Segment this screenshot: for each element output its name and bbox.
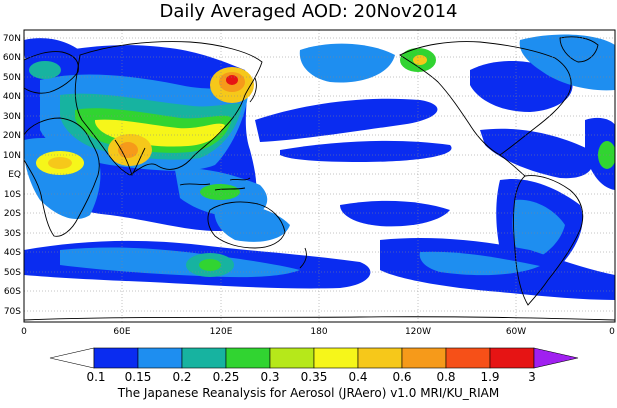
- legend-label: 0.35: [301, 370, 328, 384]
- aod-region-north-pacific: [255, 98, 438, 142]
- lat-label: 30S: [4, 229, 21, 239]
- lon-label: 120W: [405, 327, 431, 337]
- coastline-central-america: [499, 154, 526, 177]
- lat-label: 60N: [3, 53, 21, 63]
- legend-label: 1.9: [480, 370, 499, 384]
- lon-label: 0: [609, 327, 615, 337]
- legend-label: 0.3: [260, 370, 279, 384]
- legend-swatch: [401, 347, 447, 369]
- legend-swatch: [225, 347, 271, 369]
- lat-label: 10N: [3, 151, 21, 161]
- aod-hotspot-africa-core: [48, 157, 72, 169]
- lat-label: 30N: [3, 112, 21, 122]
- lon-label: 180: [310, 327, 327, 337]
- aod-region-central-america: [480, 128, 594, 179]
- lat-label: 20S: [4, 209, 21, 219]
- aod-region-maritime-green: [200, 184, 240, 200]
- aod-region-north-atlantic: [519, 34, 615, 91]
- legend-swatch: [445, 347, 491, 369]
- legend-label: 3: [528, 370, 536, 384]
- coastline-africa: [24, 117, 100, 237]
- coastline-new-zealand: [299, 247, 307, 269]
- lat-axis: 70N 60N 50N 40N 30N 20N 10N EQ 10S 20S 3…: [3, 34, 21, 317]
- coastline-north-america: [399, 41, 572, 156]
- map-frame: [23, 29, 616, 323]
- coastline-south-america: [513, 175, 584, 306]
- coastline-maritime: [179, 177, 251, 191]
- coastline-europe: [24, 51, 79, 94]
- legend-low-arrow: [49, 347, 95, 369]
- footer-credit: The Japanese Reanalysis for Aerosol (JRA…: [117, 386, 500, 400]
- aod-region-eq-pacific: [280, 140, 452, 162]
- lon-label: 60W: [506, 327, 526, 337]
- lat-label: 40N: [3, 92, 21, 102]
- lat-label: 60S: [4, 287, 21, 297]
- legend-swatch: [93, 347, 139, 369]
- coastlines: [24, 36, 615, 321]
- legend-swatch: [357, 347, 403, 369]
- coastline-asia: [74, 41, 263, 176]
- lat-label: 40S: [4, 248, 21, 258]
- aod-region-alaska-core: [413, 55, 427, 65]
- coastline-australia: [207, 201, 286, 249]
- legend-swatch: [137, 347, 183, 369]
- aod-region-australia: [214, 203, 290, 242]
- lat-label: 10S: [4, 190, 21, 200]
- aod-hotspot-china-peak: [226, 75, 238, 85]
- lon-label: 120E: [210, 327, 233, 337]
- lat-label: EQ: [8, 170, 21, 180]
- lon-label: 60E: [113, 327, 130, 337]
- lat-label: 50S: [4, 268, 21, 278]
- lat-label: 70S: [4, 307, 21, 317]
- color-legend: 0.1 0.15 0.2 0.25 0.3 0.35 0.4 0.6 0.8 1…: [49, 347, 579, 384]
- aod-region-europe-teal: [29, 61, 61, 79]
- legend-label: 0.15: [125, 370, 152, 384]
- lat-label: 50N: [3, 73, 21, 83]
- coastline-india: [114, 139, 146, 177]
- lat-label: 70N: [3, 34, 21, 44]
- legend-label: 0.2: [172, 370, 191, 384]
- page-title: Daily Averaged AOD: 20Nov2014: [159, 1, 458, 22]
- map-gridlines: [24, 30, 615, 322]
- aod-region-southern-ocean-4: [419, 251, 540, 276]
- legend-label: 0.4: [348, 370, 367, 384]
- legend-swatch: [489, 347, 535, 369]
- legend-high-arrow: [533, 347, 579, 369]
- lon-axis: 0 60E 120E 180 120W 60W 0: [21, 327, 615, 337]
- legend-swatch: [269, 347, 315, 369]
- aod-region-south-america-mid: [512, 199, 565, 262]
- coastline-antarctica: [24, 316, 615, 321]
- legend-label: 0.1: [86, 370, 105, 384]
- aod-region-north-pacific-2: [299, 43, 395, 83]
- legend-label: 0.8: [436, 370, 455, 384]
- aod-region-southern-ocean-2: [60, 247, 300, 278]
- lon-label: 0: [21, 327, 27, 337]
- aod-hotspot-southern-ocean-core: [199, 259, 221, 271]
- legend-label: 0.6: [392, 370, 411, 384]
- coastline-japan: [249, 77, 257, 103]
- aod-region-south-pacific: [340, 200, 450, 227]
- legend-swatch: [181, 347, 227, 369]
- lat-label: 20N: [3, 131, 21, 141]
- legend-label: 0.25: [213, 370, 240, 384]
- legend-swatch: [313, 347, 359, 369]
